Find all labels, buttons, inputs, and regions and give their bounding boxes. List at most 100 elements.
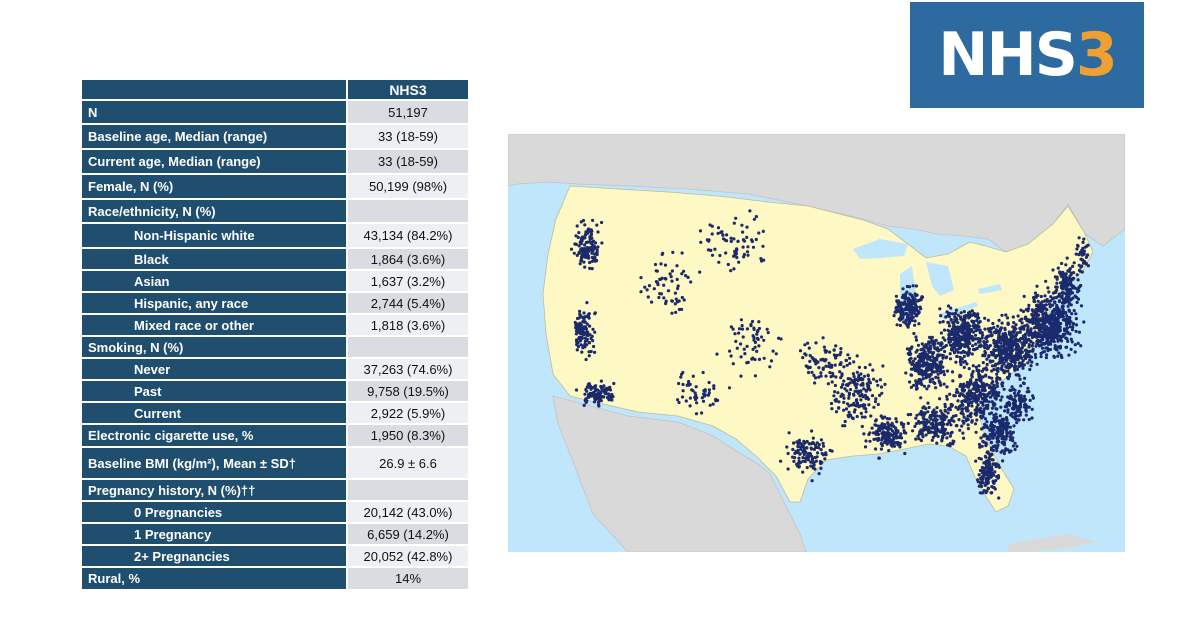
participant-dot: [587, 312, 591, 316]
participant-dot: [600, 395, 604, 399]
participant-dot: [578, 262, 582, 266]
participant-dot: [662, 283, 666, 287]
participant-dot: [755, 332, 759, 336]
participant-dot: [985, 343, 989, 347]
participant-dot: [914, 304, 918, 308]
participant-dot: [1014, 417, 1018, 421]
participant-dot: [965, 398, 969, 402]
participant-dot: [1042, 320, 1046, 324]
participant-dot: [909, 367, 913, 371]
participant-dot: [1027, 331, 1031, 335]
participant-dot: [1016, 393, 1020, 397]
participant-dot: [971, 387, 975, 391]
participant-dot: [765, 327, 769, 331]
participant-dot: [611, 395, 615, 399]
participant-dot: [588, 324, 592, 328]
participant-dot: [682, 269, 686, 273]
participant-dot: [956, 313, 960, 317]
participant-dot: [1065, 256, 1069, 260]
participant-dot: [741, 335, 745, 339]
participant-dot: [736, 239, 740, 243]
participant-dot: [1074, 323, 1079, 327]
participant-dot: [1022, 294, 1026, 298]
participant-dot: [960, 383, 964, 387]
row-label: Rural, %: [82, 568, 348, 591]
participant-dot: [1056, 339, 1060, 343]
participant-dot: [908, 380, 912, 384]
row-label: Smoking, N (%): [82, 337, 348, 359]
participant-dot: [804, 450, 808, 454]
participant-dot: [953, 394, 957, 398]
participant-dot: [607, 398, 611, 402]
participant-dot: [984, 367, 988, 371]
row-label: 1 Pregnancy: [82, 524, 348, 546]
participant-dot: [1024, 413, 1028, 417]
participant-dot: [868, 439, 872, 443]
participant-dot: [666, 289, 671, 293]
participant-dot: [977, 325, 981, 329]
participant-dot: [824, 364, 828, 368]
participant-dot: [814, 459, 818, 463]
participant-dot: [994, 348, 998, 352]
participant-dot: [769, 359, 774, 363]
participant-dot: [991, 448, 995, 452]
participant-dot: [806, 366, 810, 370]
participant-dot: [1008, 341, 1013, 345]
participant-dot: [868, 381, 872, 385]
participant-dot: [742, 239, 747, 243]
participant-dot: [842, 400, 846, 404]
participant-dot: [676, 284, 680, 288]
participant-dot: [1059, 294, 1063, 298]
participant-dot: [912, 331, 916, 336]
participant-dot: [1052, 355, 1056, 359]
participant-dot: [751, 356, 755, 360]
participant-dot: [1023, 397, 1027, 401]
participant-dot: [942, 382, 946, 386]
participant-dot: [994, 412, 998, 416]
participant-dot: [1060, 261, 1064, 266]
participant-dot: [1035, 362, 1039, 366]
participant-dot: [591, 392, 595, 396]
participant-dot: [984, 394, 988, 398]
participant-dot: [800, 445, 804, 449]
participant-dot: [1053, 347, 1057, 351]
participant-dot: [859, 398, 863, 402]
participant-dot: [585, 343, 589, 347]
participant-dot: [985, 461, 989, 465]
participant-dot: [931, 339, 935, 343]
participant-dot: [857, 365, 861, 369]
participant-dot: [600, 220, 604, 225]
participant-dot: [934, 363, 939, 367]
participant-dot: [990, 381, 994, 385]
participant-dot: [1026, 361, 1030, 365]
participant-dot: [582, 332, 586, 336]
participant-dot: [1045, 308, 1049, 312]
participant-dot: [1014, 333, 1019, 337]
participant-dots: [569, 209, 1090, 500]
participant-dot: [583, 236, 587, 240]
participant-dot: [593, 350, 597, 354]
participant-dot: [935, 418, 939, 422]
participant-dot: [958, 329, 962, 333]
participant-dot: [1004, 437, 1008, 441]
participant-dot: [929, 350, 933, 354]
participant-dot: [869, 414, 873, 418]
participant-dot: [973, 408, 977, 412]
participant-dot: [816, 451, 820, 455]
table-row: Race/ethnicity, N (%): [82, 200, 470, 224]
participant-dot: [1012, 407, 1016, 411]
row-label: Never: [82, 359, 348, 381]
participant-dot: [1063, 318, 1067, 322]
participant-dot: [604, 392, 608, 396]
participant-dot: [582, 260, 586, 264]
table-row: Rural, % 14%: [82, 568, 470, 591]
participant-dot: [1066, 339, 1070, 343]
participant-dot: [893, 441, 897, 445]
participant-dot: [597, 398, 601, 403]
participant-dot: [593, 241, 598, 245]
participant-dot: [972, 319, 976, 324]
participant-dot: [970, 391, 974, 395]
participant-dot: [990, 472, 994, 477]
participant-dot: [1066, 269, 1070, 273]
participant-dot: [987, 384, 991, 388]
